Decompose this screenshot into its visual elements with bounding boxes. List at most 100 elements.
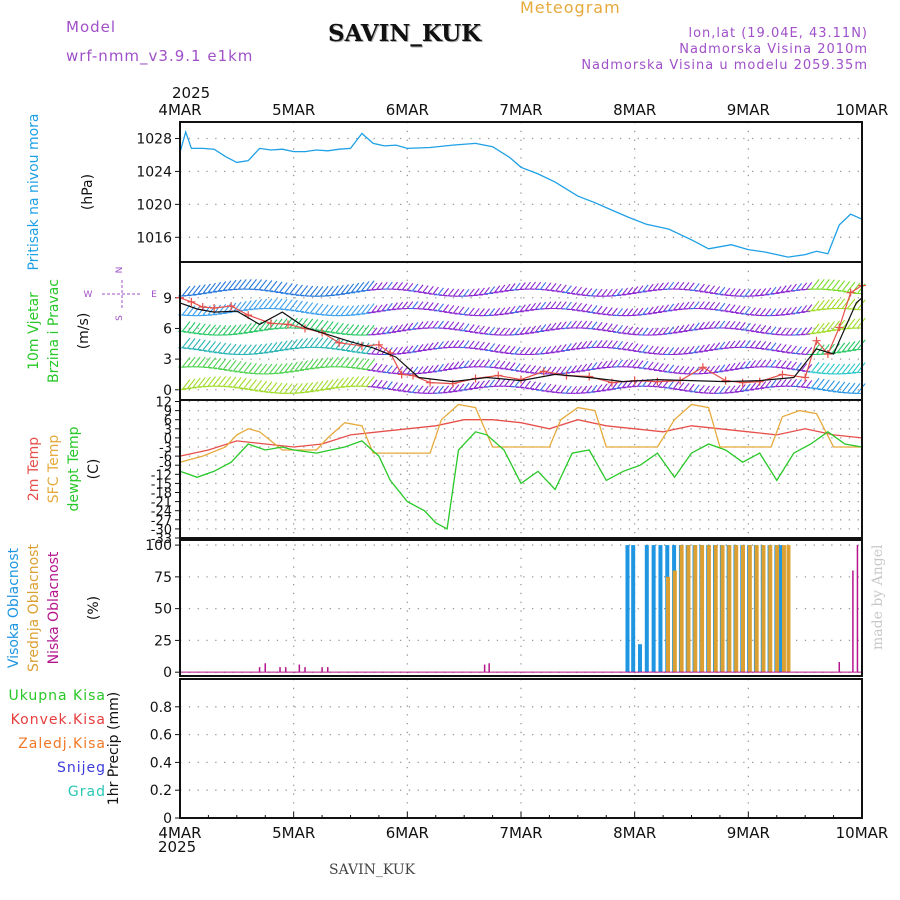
wind-barb <box>790 378 797 387</box>
wind-barb <box>376 379 383 388</box>
wind-barb <box>606 323 613 332</box>
wind-barb <box>371 379 378 388</box>
wind-barb <box>703 284 710 293</box>
wind-barb <box>314 380 324 392</box>
wind-barb <box>545 383 552 392</box>
date-label-bottom: 10MAR <box>836 824 889 842</box>
wind-barb <box>427 320 434 329</box>
wind-barb <box>217 376 227 387</box>
y-axis-label: Niska Oblacnost <box>46 551 62 664</box>
wind-barb <box>570 365 577 373</box>
wind-barb <box>232 324 242 335</box>
wind-barb <box>238 279 247 290</box>
wind-barb <box>217 303 227 315</box>
wind-barb <box>555 283 562 292</box>
wind-barb <box>217 281 227 292</box>
wind-barb <box>509 379 516 387</box>
wind-barb <box>596 340 603 348</box>
wind-barb <box>478 325 485 334</box>
wind-speed-marker <box>585 372 594 381</box>
wind-barb <box>667 303 675 312</box>
lonlat-text: lon,lat (19.04E, 43.11N) <box>688 26 868 41</box>
wind-barb <box>805 347 813 355</box>
wind-barb <box>514 305 521 313</box>
wind-barb <box>718 364 726 373</box>
wind-barb <box>611 288 618 297</box>
wind-barb <box>493 379 501 387</box>
wind-barb <box>488 286 496 294</box>
wind-barb <box>478 308 485 316</box>
wind-barb <box>724 385 731 394</box>
wind-barb <box>831 381 841 392</box>
wind-barb <box>186 285 196 296</box>
wind-barb <box>437 341 444 349</box>
wind-barb <box>350 357 360 368</box>
wind-barb <box>478 380 485 389</box>
wind-barb <box>739 361 746 370</box>
wind-barb <box>514 346 521 355</box>
wind-barb <box>463 288 470 297</box>
wind-barb <box>309 337 319 348</box>
wind-barb <box>708 343 716 351</box>
wind-barb <box>396 324 404 332</box>
wind-barb <box>591 305 598 313</box>
bar-low_cloud <box>856 545 859 673</box>
wind-barb <box>309 358 319 370</box>
wind-barb <box>238 300 247 312</box>
wind-barb <box>504 283 511 292</box>
wind-barb <box>509 283 516 291</box>
wind-barb <box>186 322 196 333</box>
wind-barb <box>227 324 237 336</box>
wind-barb <box>422 343 429 351</box>
wind-barb <box>739 340 746 348</box>
wind-barb <box>611 307 618 316</box>
wind-barb <box>596 288 603 297</box>
wind-barb <box>181 379 191 390</box>
wind-barb <box>243 278 252 290</box>
wind-barb <box>350 324 360 336</box>
wind-barb <box>417 385 424 394</box>
wind-barb <box>299 285 309 296</box>
y-axis-label: (%) <box>86 596 102 620</box>
bar-mid_cloud <box>754 545 759 673</box>
wind-barb <box>652 283 659 291</box>
wind-barb <box>473 324 480 333</box>
wind-barb <box>657 305 664 313</box>
wind-barb <box>626 286 634 295</box>
bar-mid_cloud <box>679 545 684 673</box>
wind-barb <box>555 366 562 375</box>
bar-low_cloud <box>483 664 486 673</box>
wind-barb <box>565 320 572 329</box>
wind-barb <box>360 303 370 315</box>
wind-barb <box>422 285 429 293</box>
wind-barb <box>386 365 393 373</box>
series-line-sfc_temp <box>179 403 862 463</box>
wind-barb <box>565 285 572 293</box>
wind-barb <box>325 357 334 368</box>
wind-barb <box>734 362 741 370</box>
wind-barb <box>463 382 470 391</box>
compass-e: E <box>151 290 157 300</box>
wind-barb <box>294 383 303 394</box>
wind-barb <box>279 363 288 374</box>
wind-barb <box>396 301 404 310</box>
wind-barb <box>657 282 664 291</box>
station-title: SAVIN_KUK <box>328 20 482 47</box>
wind-barb <box>790 361 797 370</box>
wind-barb <box>780 344 787 352</box>
wind-barb <box>519 363 526 372</box>
wind-barb <box>340 356 349 368</box>
wind-barb <box>330 338 339 349</box>
wind-barb <box>468 381 475 390</box>
wind-barb <box>841 382 851 393</box>
wind-barb <box>360 358 370 370</box>
wind-barb <box>585 362 593 371</box>
wind-barb <box>616 359 623 368</box>
wind-barb <box>319 357 329 368</box>
wind-barb <box>386 325 393 334</box>
wind-barb <box>698 321 705 330</box>
wind-barb <box>606 307 613 315</box>
product-title: Meteogram <box>520 0 621 17</box>
wind-barb <box>626 326 634 335</box>
wind-barb <box>504 345 511 354</box>
